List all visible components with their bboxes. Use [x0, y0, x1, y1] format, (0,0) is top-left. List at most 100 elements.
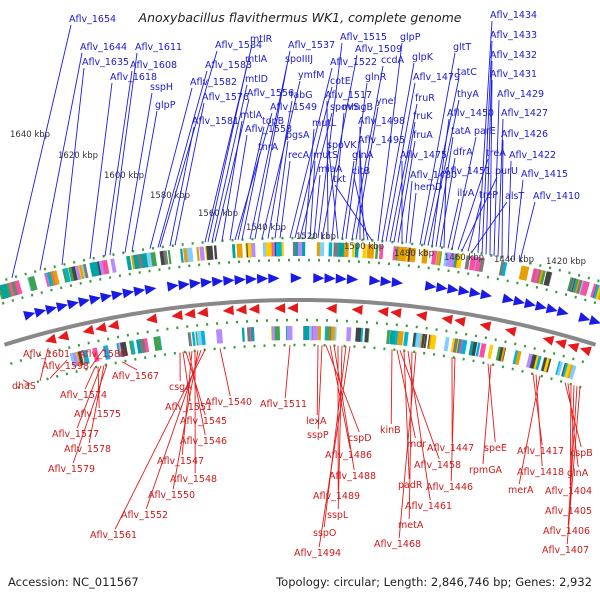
gene-label-fabg: fabG — [290, 90, 313, 101]
gene-label-ccda: ccdA — [381, 55, 404, 66]
gene-label-glna: glnA — [352, 150, 374, 161]
content-strip — [389, 330, 396, 345]
content-strip — [110, 258, 117, 273]
content-strip — [316, 242, 321, 257]
gene-label-aflv-1418: Aflv_1418 — [517, 467, 564, 478]
backbone-layer — [3, 298, 597, 347]
forward-gene-arrow — [480, 289, 493, 300]
reverse-gene-arrow — [415, 311, 428, 322]
content-strip — [275, 242, 282, 257]
content-strip — [369, 244, 375, 259]
content-strip — [421, 249, 429, 264]
accession-text: Accession: NC_011567 — [8, 575, 139, 589]
leader-line-kinb — [390, 349, 393, 425]
reverse-gene-arrow — [184, 308, 196, 319]
gene-label-aflv-1489: Aflv_1489 — [313, 491, 360, 502]
forward-gene-arrow — [133, 286, 146, 297]
content-strip — [139, 338, 147, 354]
forward-gene-arrow — [256, 273, 269, 284]
leader-line-aflv-1546 — [188, 351, 206, 436]
leader-line-aflv-1537 — [249, 50, 291, 240]
gene-label-aflv-1540: Aflv_1540 — [205, 397, 252, 408]
reverse-gene-arrow — [95, 322, 107, 333]
reverse-gene-arrow — [567, 342, 580, 353]
gene-label-aflv-1417: Aflv_1417 — [517, 446, 564, 457]
content-strip — [0, 283, 10, 299]
gene-label-aflv-1561: Aflv_1561 — [90, 530, 137, 541]
content-strip — [464, 255, 471, 270]
content-strip — [196, 246, 200, 262]
content-strip — [533, 355, 539, 370]
reverse-gene-arrow — [325, 303, 337, 314]
leader-line-aflv-1540 — [219, 348, 231, 397]
content-strip — [83, 263, 89, 279]
gene-label-frua: fruA — [413, 130, 433, 141]
gene-layer — [23, 273, 600, 357]
leader-line-miaa — [313, 174, 321, 239]
content-strip — [556, 361, 564, 376]
gene-label-aflv-1635: Aflv_1635 — [82, 57, 129, 68]
leader-line-aflv-1579 — [72, 364, 108, 464]
leader-line-frua — [397, 140, 416, 243]
gene-label-aflv-1583: Aflv_1583 — [205, 60, 252, 71]
leader-line-sspl — [337, 345, 343, 510]
content-strip — [141, 253, 149, 268]
gene-label-rpmga: rpmGA — [469, 465, 503, 476]
leader-line-aflv-1432 — [485, 60, 493, 255]
gene-label-spovs: spoVS — [330, 102, 359, 113]
content-strip — [478, 257, 485, 273]
gene-label-lexa: lexA — [306, 416, 327, 427]
content-strip — [423, 334, 428, 349]
forward-gene-arrow — [369, 275, 381, 286]
reverse-gene-arrow — [222, 305, 234, 316]
gene-label-mtld: mtlD — [245, 74, 268, 85]
leader-line-glpp — [377, 42, 403, 241]
forward-gene-arrow — [556, 306, 569, 316]
content-strip — [392, 246, 397, 261]
forward-gene-arrow — [502, 293, 515, 304]
leader-line-aflv-1582 — [149, 87, 193, 249]
gene-label-aflv-1611: Aflv_1611 — [135, 42, 182, 53]
content-strip — [460, 339, 468, 355]
forward-gene-arrow — [77, 297, 90, 308]
gene-label-aflv-1494: Aflv_1494 — [294, 548, 341, 559]
leader-line-aflv-1551 — [182, 352, 191, 402]
gene-label-aflv-1579: Aflv_1579 — [48, 464, 95, 475]
content-strip — [97, 261, 102, 276]
leader-line-frur — [389, 103, 418, 242]
content-strip — [72, 352, 80, 367]
content-strip — [535, 355, 542, 370]
content-strip — [186, 247, 194, 263]
forward-gene-arrow — [435, 282, 448, 293]
content-strip — [82, 349, 90, 365]
content-strip — [303, 326, 310, 341]
leader-line-aflv-1480 — [405, 180, 413, 244]
content-strip — [446, 252, 454, 267]
leader-line-spovk — [328, 150, 339, 239]
gene-label-hemd: hemD — [414, 182, 442, 193]
reverse-gene-arrow — [171, 310, 183, 320]
leader-line-aflv-1450 — [431, 118, 450, 247]
content-strip — [568, 364, 577, 380]
forward-gene-arrow — [588, 315, 600, 325]
forward-gene-arrow — [446, 283, 459, 294]
gene-label-glnr: glnR — [365, 72, 387, 83]
gene-label-aflv-1550: Aflv_1550 — [148, 490, 195, 501]
content-strip — [74, 265, 82, 280]
gene-label-aflv-1517: Aflv_1517 — [325, 90, 372, 101]
leader-line-aflv-1618 — [89, 82, 113, 260]
reverse-gene-arrow — [479, 321, 492, 332]
leader-line-aflv-1511 — [284, 345, 291, 399]
gene-label-aflv-1431: Aflv_1431 — [490, 69, 537, 80]
leader-line-aflv-1426 — [501, 139, 504, 258]
reverse-gene-arrow — [579, 346, 592, 357]
content-strip — [247, 327, 251, 342]
forward-gene-arrow — [380, 276, 392, 287]
leader-line-gltt — [419, 52, 456, 245]
content-strip — [167, 250, 172, 265]
gene-label-ilva: ilvA — [457, 188, 475, 199]
content-strip — [512, 350, 519, 365]
gene-label-aflv-1558: Aflv_1558 — [245, 124, 292, 135]
leader-line-aflv-1584 — [159, 50, 218, 248]
